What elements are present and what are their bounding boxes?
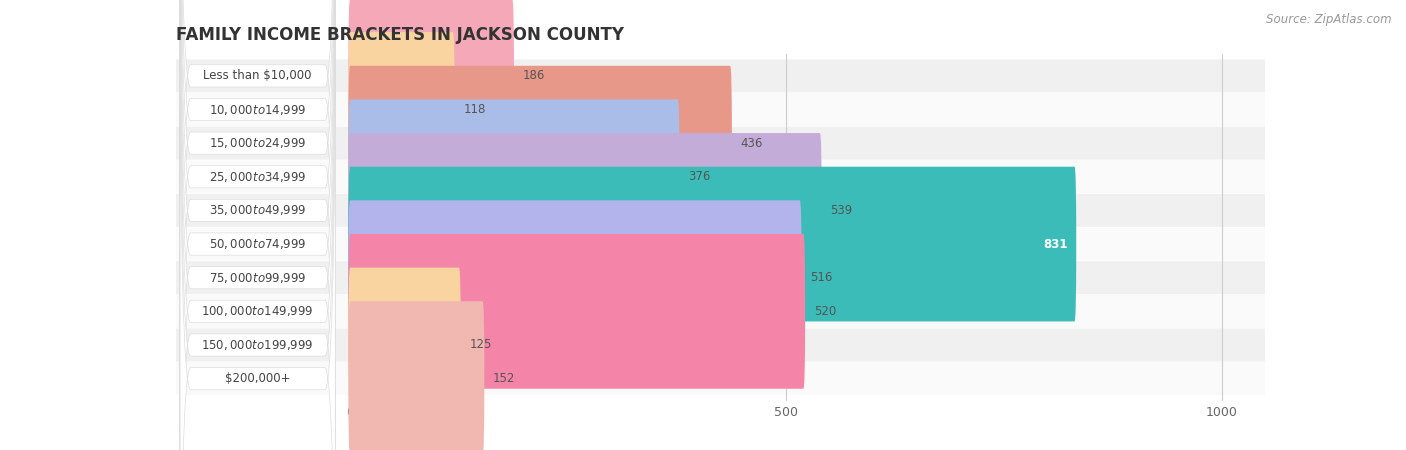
Text: 520: 520	[814, 305, 837, 318]
Text: $25,000 to $34,999: $25,000 to $34,999	[209, 170, 307, 184]
FancyBboxPatch shape	[180, 0, 335, 450]
FancyBboxPatch shape	[349, 268, 461, 423]
Text: 125: 125	[470, 338, 492, 351]
FancyBboxPatch shape	[176, 160, 1265, 193]
FancyBboxPatch shape	[349, 301, 484, 450]
FancyBboxPatch shape	[349, 0, 515, 153]
Text: 118: 118	[464, 103, 486, 116]
Text: $35,000 to $49,999: $35,000 to $49,999	[209, 203, 307, 217]
FancyBboxPatch shape	[180, 0, 335, 450]
Text: Source: ZipAtlas.com: Source: ZipAtlas.com	[1267, 14, 1392, 27]
FancyBboxPatch shape	[180, 0, 335, 450]
FancyBboxPatch shape	[180, 0, 335, 450]
Text: $15,000 to $24,999: $15,000 to $24,999	[209, 136, 307, 150]
FancyBboxPatch shape	[176, 194, 1265, 227]
FancyBboxPatch shape	[176, 295, 1265, 328]
Text: $150,000 to $199,999: $150,000 to $199,999	[201, 338, 314, 352]
FancyBboxPatch shape	[349, 99, 679, 254]
FancyBboxPatch shape	[180, 0, 335, 450]
FancyBboxPatch shape	[349, 32, 454, 187]
Text: 831: 831	[1043, 238, 1067, 251]
FancyBboxPatch shape	[349, 234, 806, 389]
FancyBboxPatch shape	[180, 0, 335, 450]
FancyBboxPatch shape	[176, 328, 1265, 361]
Text: 516: 516	[810, 271, 832, 284]
Text: $75,000 to $99,999: $75,000 to $99,999	[209, 271, 307, 285]
Text: 376: 376	[689, 170, 710, 183]
FancyBboxPatch shape	[349, 66, 733, 220]
FancyBboxPatch shape	[176, 93, 1265, 126]
FancyBboxPatch shape	[349, 133, 821, 288]
FancyBboxPatch shape	[176, 126, 1265, 160]
Text: $200,000+: $200,000+	[225, 372, 291, 385]
FancyBboxPatch shape	[176, 59, 1265, 92]
Text: 539: 539	[831, 204, 852, 217]
Text: 152: 152	[494, 372, 516, 385]
FancyBboxPatch shape	[180, 0, 335, 450]
Text: FAMILY INCOME BRACKETS IN JACKSON COUNTY: FAMILY INCOME BRACKETS IN JACKSON COUNTY	[176, 26, 624, 44]
FancyBboxPatch shape	[180, 0, 335, 450]
Text: 186: 186	[523, 69, 546, 82]
FancyBboxPatch shape	[180, 0, 335, 450]
FancyBboxPatch shape	[176, 362, 1265, 395]
Text: $100,000 to $149,999: $100,000 to $149,999	[201, 304, 314, 318]
Text: $10,000 to $14,999: $10,000 to $14,999	[209, 103, 307, 117]
Text: $50,000 to $74,999: $50,000 to $74,999	[209, 237, 307, 251]
FancyBboxPatch shape	[176, 228, 1265, 261]
FancyBboxPatch shape	[349, 200, 801, 355]
FancyBboxPatch shape	[180, 0, 335, 450]
FancyBboxPatch shape	[176, 261, 1265, 294]
Text: 436: 436	[741, 137, 763, 150]
FancyBboxPatch shape	[349, 166, 1076, 321]
Text: Less than $10,000: Less than $10,000	[204, 69, 312, 82]
